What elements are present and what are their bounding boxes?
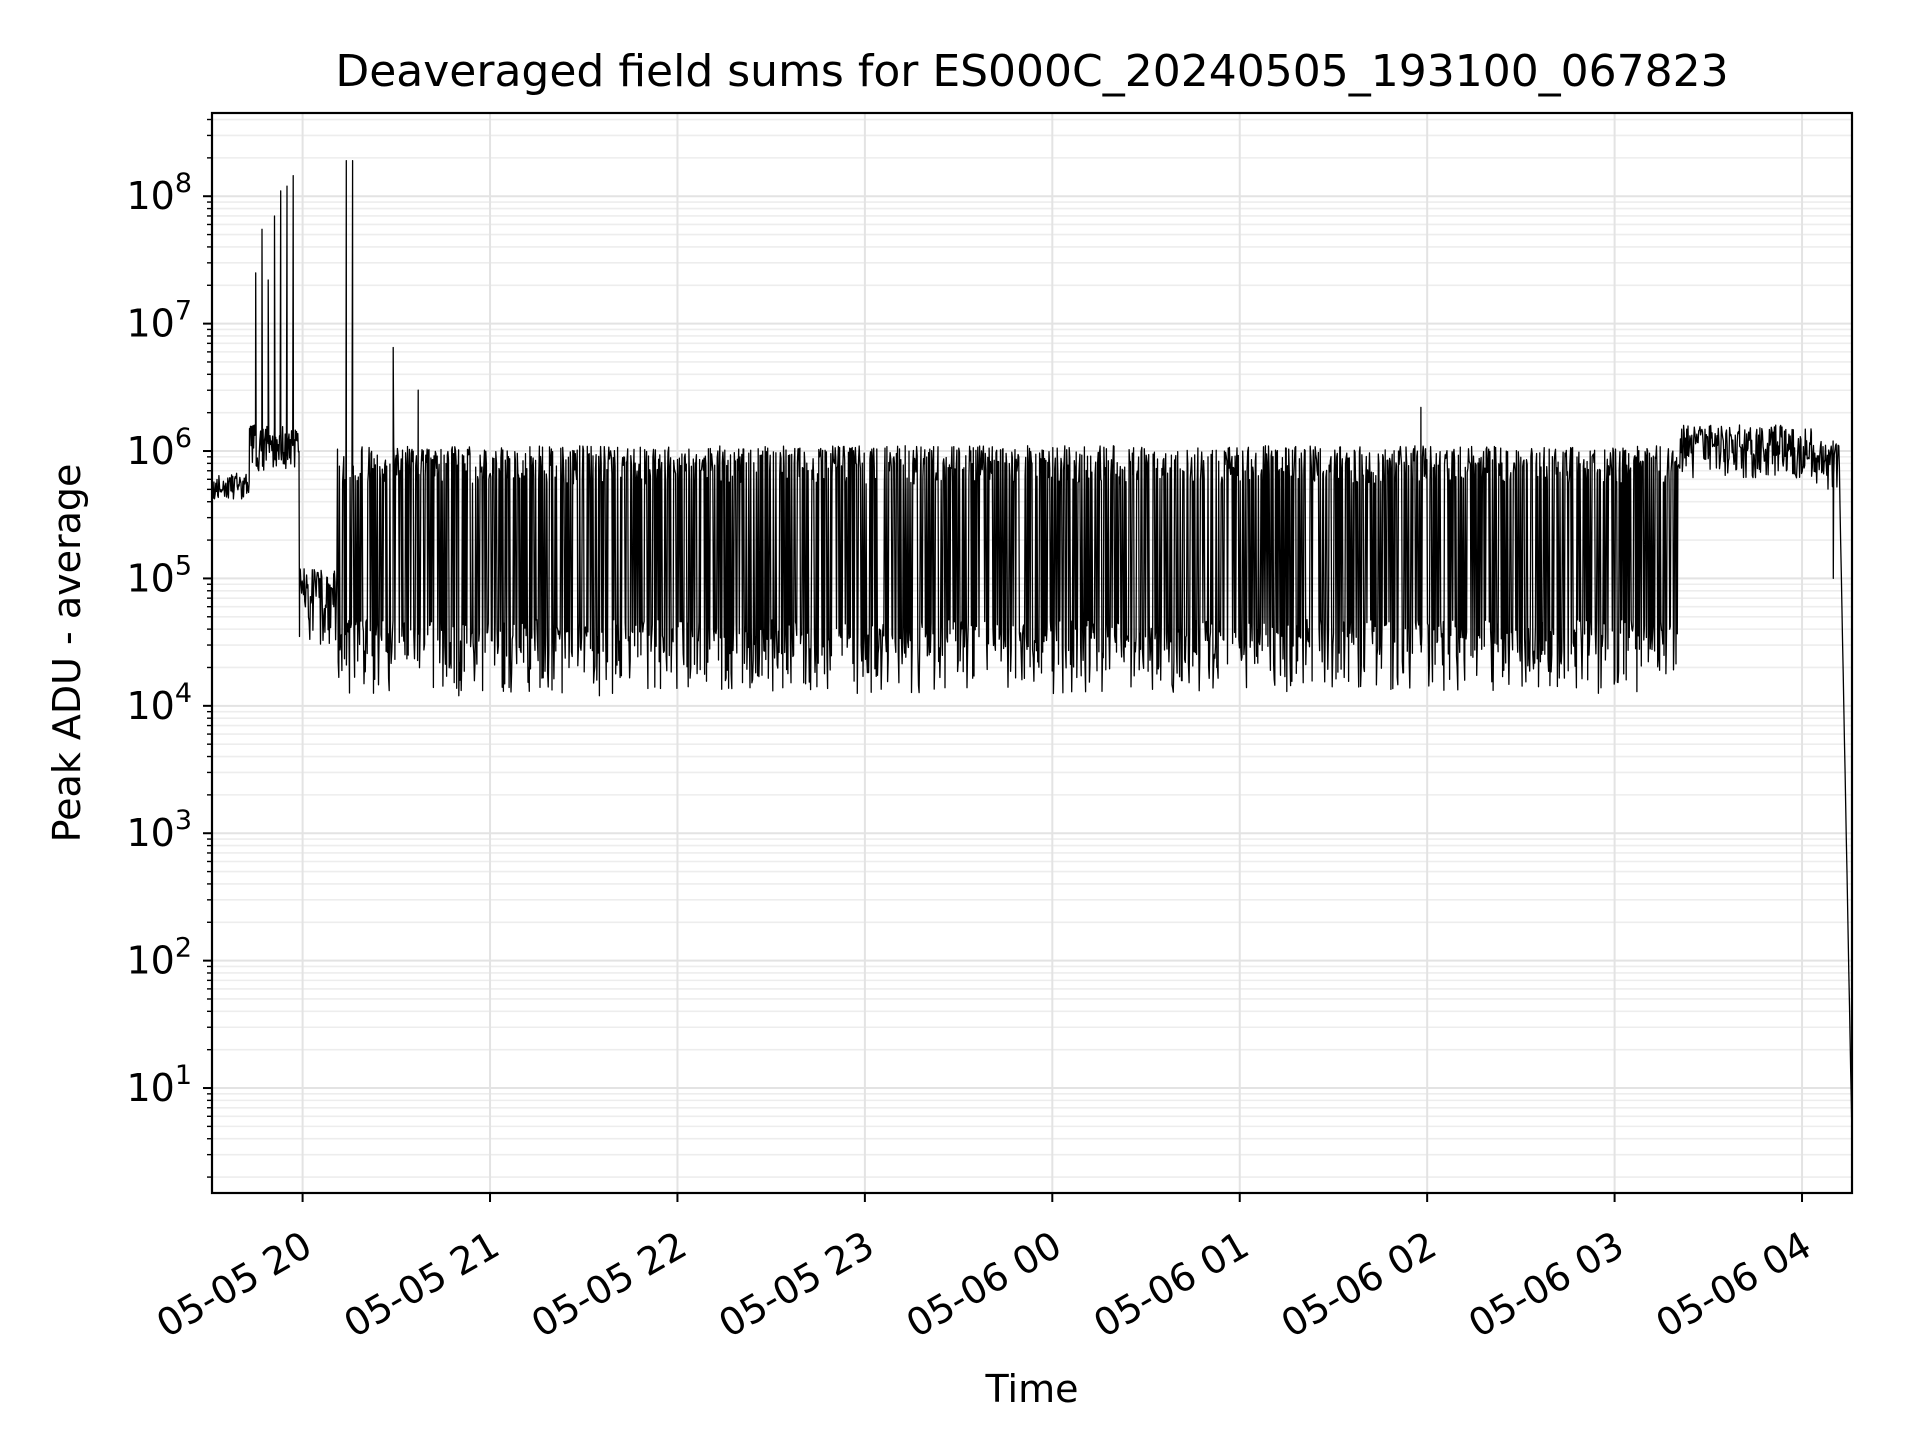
plot-frame [210,111,1854,1195]
y-tick-label-base: 10 [126,684,174,728]
y-tick-label-base: 10 [126,1066,174,1110]
x-axis-label: Time [985,1367,1079,1411]
y-tick-label: 103 [126,805,192,855]
y-tick-label: 104 [126,678,192,728]
y-tick-label-base: 10 [126,939,174,983]
y-tick-label-base: 10 [126,811,174,855]
x-tick-label: 05-06 03 [1461,1223,1631,1347]
y-tick-label-base: 10 [126,302,174,346]
y-tick-label: 108 [126,168,192,218]
x-tick-label: 05-05 20 [149,1223,319,1347]
y-tick-label-exponent: 6 [175,423,192,454]
x-tick-label: 05-06 00 [899,1223,1069,1347]
y-tick-label-base: 10 [126,429,174,473]
y-tick-label: 107 [126,296,192,346]
chart-title: Deaveraged field sums for ES000C_2024050… [335,46,1728,97]
series-layer [211,160,1853,1139]
y-tick-label-exponent: 1 [175,1060,192,1091]
grid-layer [212,113,1852,1193]
y-tick-label-exponent: 8 [175,168,192,199]
y-tick-label-exponent: 7 [175,296,192,327]
x-tick-label: 05-05 23 [711,1223,881,1347]
y-tick-label-base: 10 [126,174,174,218]
y-tick-label: 106 [126,423,192,473]
y-axis-label: Peak ADU - average [45,464,89,843]
y-tick-label-exponent: 5 [175,550,192,581]
y-tick-label-exponent: 4 [175,678,192,709]
y-tick-label-exponent: 3 [175,805,192,836]
x-tick-label: 05-06 04 [1649,1223,1819,1347]
x-tick-label: 05-05 22 [524,1223,694,1347]
x-tick-label: 05-05 21 [337,1223,507,1347]
x-tick-label: 05-06 01 [1086,1223,1256,1347]
y-tick-label-base: 10 [126,556,174,600]
y-tick-label-exponent: 2 [175,933,192,964]
y-tick-label: 102 [126,933,192,983]
x-tick-label: 05-06 02 [1274,1223,1444,1347]
series-line-peak-adu [211,160,1853,1139]
y-tick-label: 101 [126,1060,192,1110]
y-tick-label: 105 [126,550,192,600]
